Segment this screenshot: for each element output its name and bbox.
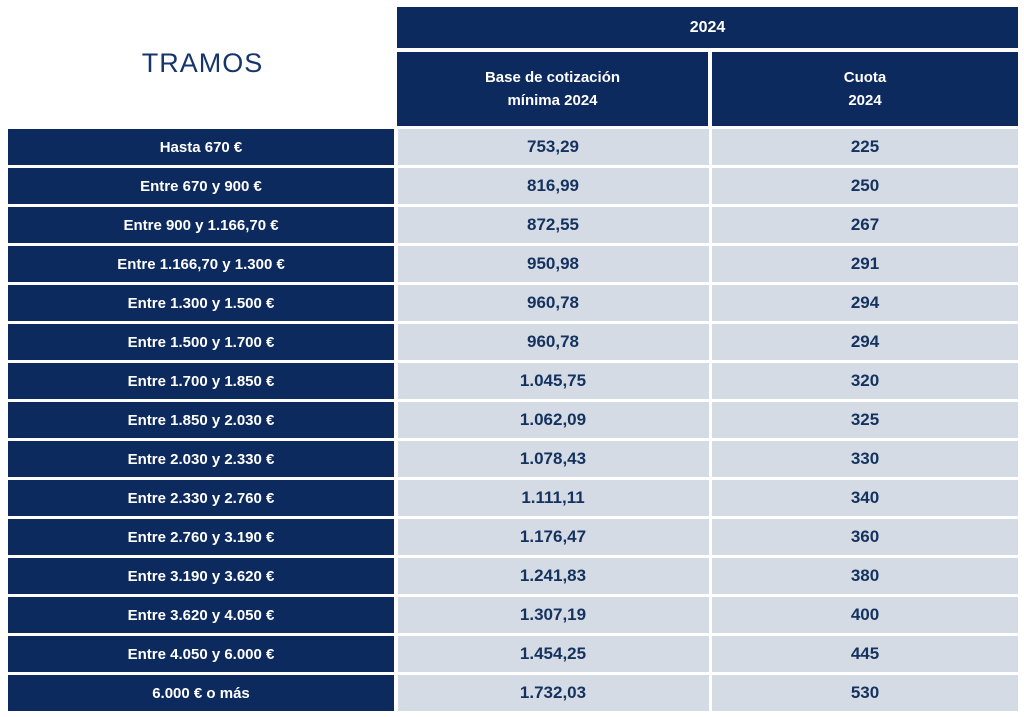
- tramo-label-cell: Entre 4.050 y 6.000 €: [8, 636, 394, 672]
- base-value-cell: 1.454,25: [397, 636, 709, 672]
- table-row: Entre 4.050 y 6.000 € 1.454,25 445: [8, 636, 1018, 672]
- cuota-value-cell: 225: [712, 129, 1018, 165]
- cuota-value-cell: 360: [712, 519, 1018, 555]
- base-value-cell: 1.176,47: [397, 519, 709, 555]
- table-row: Hasta 670 € 753,29 225: [8, 129, 1018, 165]
- table-row: Entre 900 y 1.166,70 € 872,55 267: [8, 207, 1018, 243]
- table-body: Hasta 670 € 753,29 225 Entre 670 y 900 €…: [8, 129, 1018, 711]
- cuota-value-cell: 445: [712, 636, 1018, 672]
- cuota-value-cell: 294: [712, 285, 1018, 321]
- tramo-label-cell: Hasta 670 €: [8, 129, 394, 165]
- table-title-tramos: TRAMOS: [141, 47, 264, 78]
- tramo-label-cell: Entre 2.030 y 2.330 €: [8, 441, 394, 477]
- tramo-label-cell: Entre 1.166,70 y 1.300 €: [8, 246, 394, 282]
- table-row: Entre 3.190 y 3.620 € 1.241,83 380: [8, 558, 1018, 594]
- cuota-value-cell: 330: [712, 441, 1018, 477]
- base-value-cell: 872,55: [397, 207, 709, 243]
- tramo-label-cell: Entre 1.500 y 1.700 €: [8, 324, 394, 360]
- base-value-cell: 1.111,11: [397, 480, 709, 516]
- tramo-label-cell: Entre 1.850 y 2.030 €: [8, 402, 394, 438]
- tramo-label-cell: Entre 900 y 1.166,70 €: [8, 207, 394, 243]
- base-value-cell: 1.241,83: [397, 558, 709, 594]
- column-header-cuota-line2: 2024: [848, 92, 882, 109]
- base-value-cell: 1.732,03: [397, 675, 709, 711]
- base-value-cell: 753,29: [397, 129, 709, 165]
- column-header-cuota: Cuota 2024: [712, 52, 1018, 126]
- cuota-value-cell: 380: [712, 558, 1018, 594]
- base-value-cell: 1.307,19: [397, 597, 709, 633]
- table-row: Entre 3.620 y 4.050 € 1.307,19 400: [8, 597, 1018, 633]
- base-value-cell: 1.062,09: [397, 402, 709, 438]
- tramo-label-cell: Entre 3.620 y 4.050 €: [8, 597, 394, 633]
- cuota-value-cell: 267: [712, 207, 1018, 243]
- cuota-value-cell: 530: [712, 675, 1018, 711]
- table-row: Entre 1.166,70 y 1.300 € 950,98 291: [8, 246, 1018, 282]
- tramo-label-cell: Entre 2.760 y 3.190 €: [8, 519, 394, 555]
- cuota-value-cell: 325: [712, 402, 1018, 438]
- table-row: Entre 1.850 y 2.030 € 1.062,09 325: [8, 402, 1018, 438]
- base-value-cell: 950,98: [397, 246, 709, 282]
- base-value-cell: 960,78: [397, 285, 709, 321]
- table-row: Entre 1.300 y 1.500 € 960,78 294: [8, 285, 1018, 321]
- year-header: 2024: [397, 7, 1018, 48]
- cuota-value-cell: 250: [712, 168, 1018, 204]
- table-row: Entre 1.700 y 1.850 € 1.045,75 320: [8, 363, 1018, 399]
- table-row: Entre 1.500 y 1.700 € 960,78 294: [8, 324, 1018, 360]
- table-row: Entre 2.030 y 2.330 € 1.078,43 330: [8, 441, 1018, 477]
- table-row: Entre 2.760 y 3.190 € 1.176,47 360: [8, 519, 1018, 555]
- tramo-label-cell: Entre 1.700 y 1.850 €: [8, 363, 394, 399]
- tramo-label-cell: Entre 3.190 y 3.620 €: [8, 558, 394, 594]
- column-header-cuota-line1: Cuota: [843, 68, 887, 86]
- cuota-value-cell: 291: [712, 246, 1018, 282]
- base-value-cell: 1.045,75: [397, 363, 709, 399]
- cuota-value-cell: 320: [712, 363, 1018, 399]
- table-row: Entre 670 y 900 € 816,99 250: [8, 168, 1018, 204]
- table-row: 6.000 € o más 1.732,03 530: [8, 675, 1018, 711]
- base-value-cell: 816,99: [397, 168, 709, 204]
- tramo-label-cell: Entre 670 y 900 €: [8, 168, 394, 204]
- base-value-cell: 1.078,43: [397, 441, 709, 477]
- cuota-value-cell: 294: [712, 324, 1018, 360]
- tramo-label-cell: 6.000 € o más: [8, 675, 394, 711]
- cuota-value-cell: 400: [712, 597, 1018, 633]
- tramo-label-cell: Entre 2.330 y 2.760 €: [8, 480, 394, 516]
- column-header-base-line1: Base de cotización: [484, 68, 621, 86]
- cuota-value-cell: 340: [712, 480, 1018, 516]
- column-header-base-cotizacion: Base de cotización mínima 2024: [397, 52, 708, 126]
- table-row: Entre 2.330 y 2.760 € 1.111,11 340: [8, 480, 1018, 516]
- base-value-cell: 960,78: [397, 324, 709, 360]
- tramo-label-cell: Entre 1.300 y 1.500 €: [8, 285, 394, 321]
- column-header-base-line2: mínima 2024: [507, 92, 598, 109]
